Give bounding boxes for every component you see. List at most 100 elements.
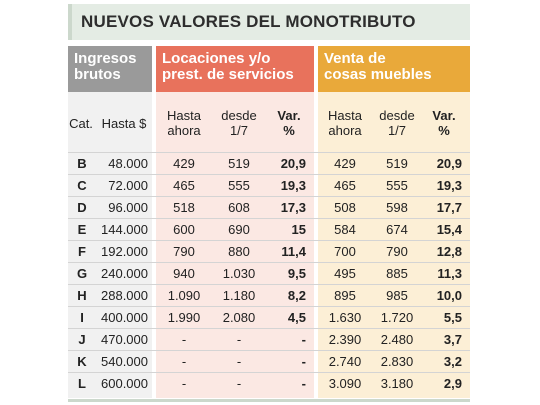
cell-hasta: 144.000 — [101, 222, 148, 237]
subheader-serv-desde-l1: desde — [221, 108, 257, 123]
cell-v-var: 12,8 — [436, 244, 462, 259]
header-servicios-line1: Locaciones y/o — [162, 50, 271, 67]
cell-s-ahora: - — [181, 376, 187, 391]
subheader-serv-desde: desde 1/7 — [216, 108, 262, 138]
subheader-mueb-var: Var. % — [424, 108, 464, 138]
cell-s-var: - — [301, 354, 306, 369]
cell-s-desde: - — [236, 376, 242, 391]
title-bar: NUEVOS VALORES DEL MONOTRIBUTO — [68, 4, 470, 40]
monotributo-table: NUEVOS VALORES DEL MONOTRIBUTO Ingresos … — [68, 4, 470, 402]
cell-cat: C — [77, 178, 87, 193]
cell-hasta: 96.000 — [108, 200, 148, 215]
cell-s-ahora: 790 — [173, 244, 195, 259]
cell-v-desde: 555 — [386, 178, 408, 193]
cell-v-var: 11,3 — [437, 266, 462, 281]
cell-v-desde: 790 — [386, 244, 408, 259]
subheader-cat: Cat. — [69, 116, 93, 131]
cell-s-desde: 1.180 — [222, 288, 256, 303]
cell-cat: I — [80, 310, 84, 325]
cell-s-ahora: 940 — [173, 266, 195, 281]
cell-s-var: - — [301, 332, 306, 347]
cell-s-desde: 519 — [228, 156, 250, 171]
cell-s-ahora: 1.090 — [167, 288, 201, 303]
header-servicios: Locaciones y/o prest. de servicios — [156, 46, 314, 92]
cell-s-desde: - — [236, 354, 242, 369]
row-divider — [68, 284, 470, 285]
cell-v-desde: 2.830 — [380, 354, 414, 369]
cell-s-ahora: - — [181, 354, 187, 369]
cell-v-var: 10,0 — [436, 288, 462, 303]
cell-v-ahora: 495 — [334, 266, 356, 281]
subheader-serv-var: Var. % — [269, 108, 309, 138]
page-title: NUEVOS VALORES DEL MONOTRIBUTO — [81, 12, 416, 31]
cell-s-var: 17,3 — [280, 200, 306, 215]
row-divider — [68, 240, 470, 241]
muebles-column-bg — [318, 46, 470, 398]
header-ingresos-line1: Ingresos — [74, 50, 137, 67]
row-divider — [68, 350, 470, 351]
row-divider — [68, 174, 470, 175]
cell-cat: B — [77, 156, 87, 171]
cell-s-ahora: 465 — [173, 178, 195, 193]
cell-s-ahora: - — [181, 332, 187, 347]
row-divider — [68, 218, 470, 219]
subheader-serv-hasta-ahora-l1: Hasta — [167, 108, 201, 123]
cell-s-desde: 2.080 — [222, 310, 256, 325]
cell-hasta: 48.000 — [108, 156, 148, 171]
cell-s-desde: 555 — [228, 178, 250, 193]
cell-v-var: 17,7 — [436, 200, 462, 215]
row-divider — [68, 372, 470, 373]
row-divider — [68, 262, 470, 263]
row-divider — [68, 328, 470, 329]
cell-v-var: 20,9 — [436, 156, 462, 171]
servicios-column-bg — [156, 46, 314, 398]
cell-v-ahora: 429 — [334, 156, 356, 171]
header-ingresos: Ingresos brutos — [68, 46, 152, 92]
cell-cat: G — [76, 266, 88, 281]
header-muebles-line1: Venta de — [324, 50, 386, 67]
cell-v-desde: 598 — [386, 200, 408, 215]
cell-hasta: 600.000 — [101, 376, 148, 391]
subheader-mueb-hasta-ahora-l1: Hasta — [328, 108, 362, 123]
cell-s-var: 19,3 — [280, 178, 306, 193]
cell-v-ahora: 700 — [334, 244, 356, 259]
cell-hasta: 240.000 — [101, 266, 148, 281]
bottom-bar — [68, 399, 470, 402]
cell-v-desde: 1.720 — [380, 310, 414, 325]
subheader-serv-hasta-ahora-l2: ahora — [167, 123, 201, 138]
cell-hasta: 400.000 — [101, 310, 148, 325]
header-muebles: Venta de cosas muebles — [318, 46, 470, 92]
cell-cat: D — [77, 200, 87, 215]
cell-s-ahora: 1.990 — [167, 310, 201, 325]
subheader-serv-var-l2: % — [283, 123, 295, 138]
cell-v-desde: 2.480 — [380, 332, 414, 347]
cell-v-ahora: 465 — [334, 178, 356, 193]
cell-v-ahora: 584 — [334, 222, 356, 237]
cell-s-var: 11,4 — [281, 244, 306, 259]
cell-s-var: 9,5 — [287, 266, 306, 281]
subheader-mueb-hasta-ahora-l2: ahora — [328, 123, 362, 138]
subheader-mueb-var-l2: % — [438, 123, 450, 138]
cell-v-desde: 674 — [386, 222, 408, 237]
ingresos-column-bg — [68, 46, 152, 398]
cell-v-ahora: 895 — [334, 288, 356, 303]
subheader-hasta: Hasta $ — [101, 116, 147, 131]
cell-hasta: 288.000 — [101, 288, 148, 303]
cell-v-ahora: 508 — [334, 200, 356, 215]
cell-cat: K — [77, 354, 87, 369]
cell-s-var: 8,2 — [287, 288, 306, 303]
subheader-serv-desde-l2: 1/7 — [229, 123, 249, 138]
cell-s-desde: 608 — [228, 200, 250, 215]
subheader-serv-hasta-ahora: Hasta ahora — [159, 108, 209, 138]
cell-s-var: 20,9 — [280, 156, 306, 171]
cell-s-desde: 880 — [228, 244, 250, 259]
cell-v-var: 3,2 — [443, 354, 462, 369]
cell-v-var: 15,4 — [436, 222, 462, 237]
cell-v-desde: 519 — [386, 156, 408, 171]
cell-hasta: 470.000 — [101, 332, 148, 347]
cell-cat: J — [78, 332, 86, 347]
cell-v-ahora: 2.740 — [328, 354, 362, 369]
cell-v-var: 3,7 — [443, 332, 462, 347]
subheader-mueb-desde: desde 1/7 — [374, 108, 420, 138]
cell-s-var: 4,5 — [287, 310, 306, 325]
